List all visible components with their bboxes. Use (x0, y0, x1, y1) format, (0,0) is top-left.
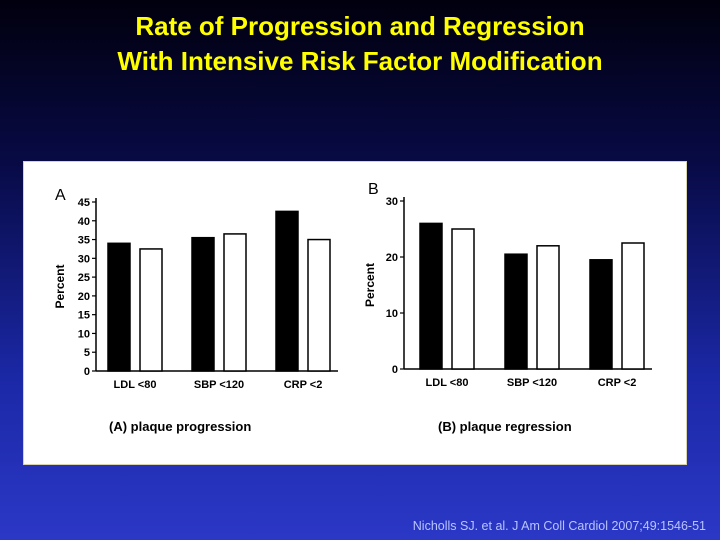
panel-label-b: B (368, 181, 379, 198)
citation: Nicholls SJ. et al. J Am Coll Cardiol 20… (412, 519, 706, 533)
y-tick-label: 20 (78, 291, 90, 303)
x-category-label: CRP <2 (598, 377, 637, 389)
y-axis-label: Percent (53, 264, 67, 308)
slide-title-line1: Rate of Progression and Regression (135, 11, 585, 41)
caption-a: (A) plaque progression (109, 419, 252, 434)
y-tick-label: 40 (78, 216, 90, 228)
bar-open-1 (223, 233, 247, 372)
bar-open-2 (621, 242, 645, 370)
y-tick-label: 30 (78, 253, 90, 265)
y-tick-label: 35 (78, 235, 90, 247)
slide-title-line2: With Intensive Risk Factor Modification (117, 46, 603, 76)
caption-b: (B) plaque regression (438, 419, 572, 434)
y-tick-label: 5 (84, 347, 90, 359)
bar-open-1 (536, 245, 560, 370)
y-tick-label: 10 (386, 308, 398, 320)
y-tick-label: 15 (78, 310, 90, 322)
y-tick-label: 20 (386, 252, 398, 264)
bar-filled-0 (419, 222, 443, 370)
bar-filled-1 (191, 236, 215, 372)
y-tick-label: 0 (84, 366, 90, 378)
bar-open-2 (307, 238, 331, 372)
bar-charts: A 0 5 10 15 20 25 30 35 40 45 Percent LDL <80 SBP <12… (53, 181, 652, 391)
bar-open-0 (451, 228, 475, 370)
y-tick-label: 45 (78, 197, 90, 209)
bar-filled-2 (589, 259, 613, 370)
bar-filled-2 (275, 210, 299, 372)
panel-label-a: A (55, 187, 66, 204)
y-tick-label: 0 (392, 364, 398, 376)
x-category-label: SBP <120 (507, 377, 557, 389)
figure-panel: A 0 5 10 15 20 25 30 35 40 45 Percent LDL <80 SBP <12… (23, 161, 687, 465)
bar-filled-1 (504, 253, 528, 370)
x-category-label: SBP <120 (194, 379, 244, 391)
bar-filled-0 (107, 242, 131, 372)
x-category-label: CRP <2 (284, 379, 323, 391)
x-category-label: LDL <80 (114, 379, 157, 391)
bar-open-0 (139, 248, 163, 372)
y-tick-label: 25 (78, 272, 90, 284)
x-category-label: LDL <80 (426, 377, 469, 389)
y-tick-label: 30 (386, 196, 398, 208)
y-axis-label: Percent (363, 263, 377, 307)
y-tick-label: 10 (78, 328, 90, 340)
